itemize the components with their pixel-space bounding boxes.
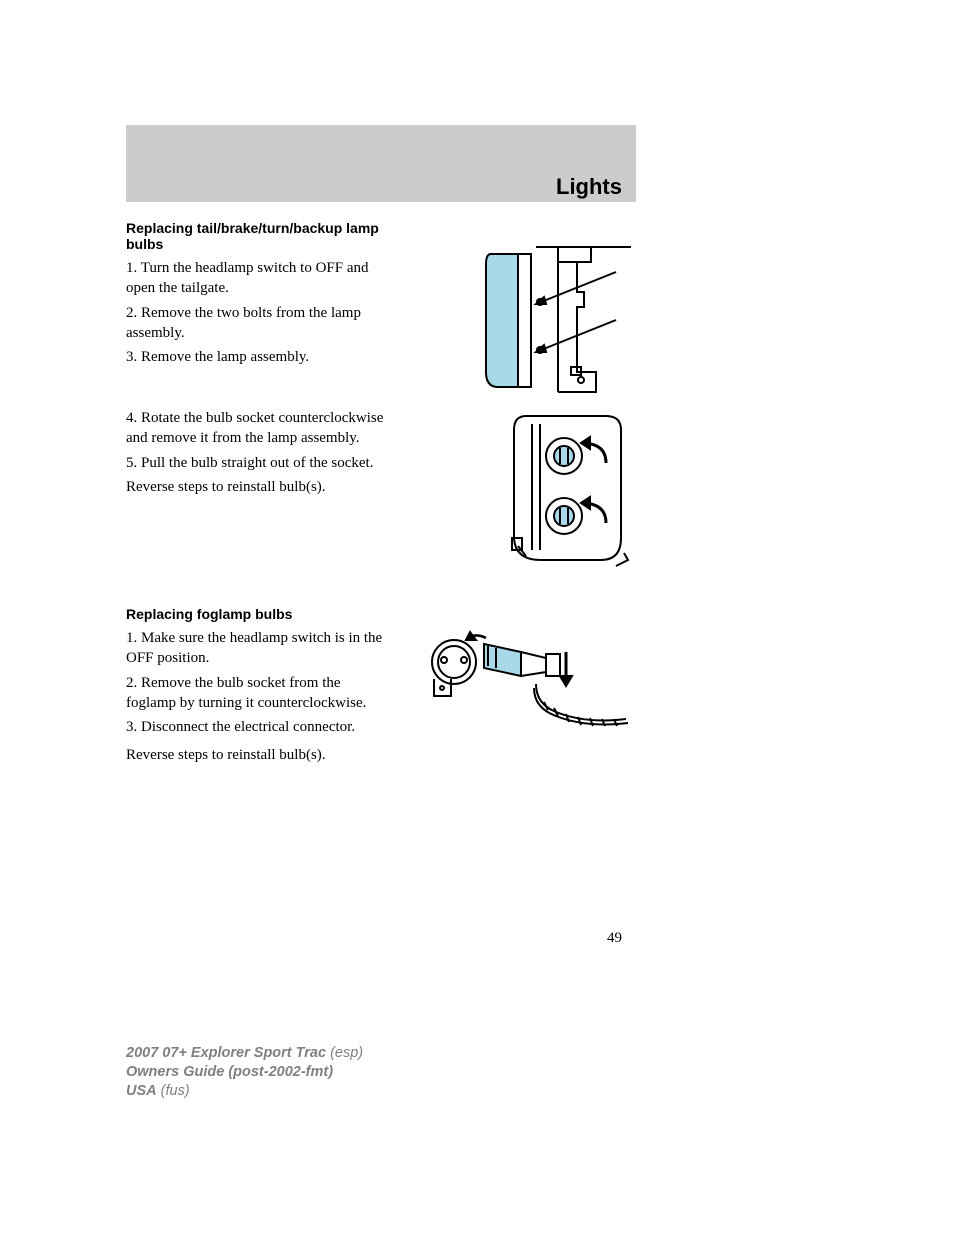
section2-note: Reverse steps to reinstall bulb(s). bbox=[126, 745, 386, 765]
section-foglamp: Replacing foglamp bulbs 1. Make sure the… bbox=[126, 606, 636, 766]
section2-step3: 3. Disconnect the electrical connector. bbox=[126, 717, 386, 737]
section2-step2: 2. Remove the bulb socket from the fogla… bbox=[126, 673, 386, 714]
footer-line1-bold: 2007 07+ Explorer Sport Trac bbox=[126, 1045, 326, 1061]
section1-step3: 3. Remove the lamp assembly. bbox=[126, 347, 386, 367]
section-tail-lamp-b: 4. Rotate the bulb socket counterclockwi… bbox=[126, 408, 636, 588]
section2-step1: 1. Make sure the headlamp switch is in t… bbox=[126, 628, 386, 669]
section1-step2: 2. Remove the two bolts from the lamp as… bbox=[126, 303, 386, 344]
tail-lamp-rear-illustration bbox=[506, 408, 636, 573]
section1-step5: 5. Pull the bulb straight out of the soc… bbox=[126, 453, 386, 473]
section1-step4: 4. Rotate the bulb socket counterclockwi… bbox=[126, 408, 386, 449]
footer-line3-light: (fus) bbox=[161, 1083, 190, 1099]
foglamp-illustration bbox=[426, 624, 636, 739]
footer: 2007 07+ Explorer Sport Trac (esp) Owner… bbox=[126, 1044, 363, 1101]
section1-step1: 1. Turn the headlamp switch to OFF and o… bbox=[126, 258, 386, 299]
footer-line2-bold: Owners Guide (post-2002-fmt) bbox=[126, 1064, 333, 1080]
page-number: 49 bbox=[607, 930, 622, 947]
chapter-title: Lights bbox=[556, 174, 622, 200]
section1-heading: Replacing tail/brake/turn/backup lamp bu… bbox=[126, 220, 386, 252]
content-area: Replacing tail/brake/turn/backup lamp bu… bbox=[126, 220, 636, 784]
footer-line1-light: (esp) bbox=[330, 1045, 363, 1061]
section-tail-lamp-a: Replacing tail/brake/turn/backup lamp bu… bbox=[126, 220, 636, 390]
tail-lamp-exterior-illustration bbox=[476, 242, 636, 402]
section2-heading: Replacing foglamp bulbs bbox=[126, 606, 386, 622]
section1-note: Reverse steps to reinstall bulb(s). bbox=[126, 477, 386, 497]
footer-line3-bold: USA bbox=[126, 1083, 157, 1099]
